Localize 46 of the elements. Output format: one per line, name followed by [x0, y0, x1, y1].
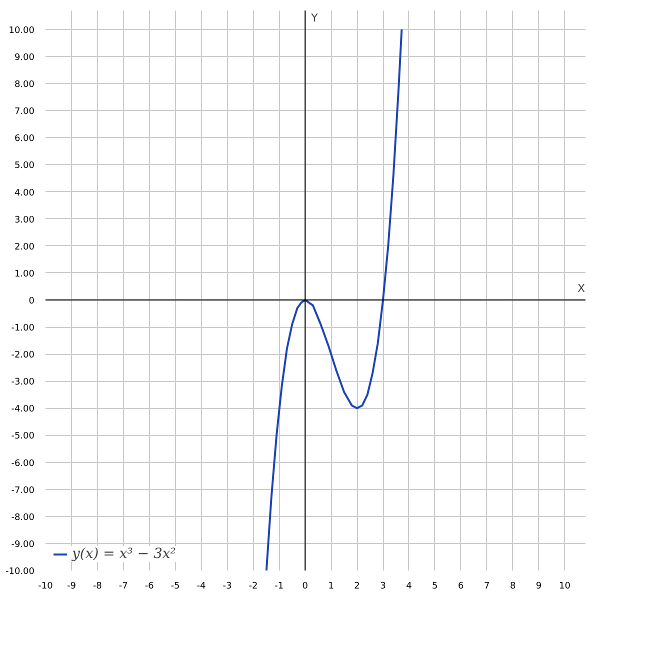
x-tick-label: 3: [380, 582, 386, 592]
y-tick-label: 4.00: [14, 188, 35, 198]
y-tick-label: -4.00: [11, 404, 35, 415]
x-tick-label: 9: [536, 582, 542, 592]
y-tick-label: -6.00: [11, 458, 35, 469]
x-axis-title: X: [578, 282, 586, 295]
x-tick-label: -4: [196, 582, 206, 592]
x-tick-label: 2: [354, 582, 360, 592]
x-tick-label: 6: [458, 582, 464, 592]
y-tick-label: 8.00: [14, 80, 35, 90]
x-tick-label: -2: [248, 582, 258, 592]
legend-label: y(x) = x³ − 3x²: [72, 546, 176, 562]
y-tick-label: 1.00: [14, 269, 35, 280]
y-tick-label: 3.00: [14, 215, 35, 226]
y-tick-label: 5.00: [14, 161, 35, 172]
y-axis-title: Y: [310, 12, 318, 24]
y-tick-label: 9.00: [14, 52, 35, 63]
x-tick-label: 0: [302, 582, 308, 592]
y-tick-label: -1.00: [11, 324, 35, 334]
x-tick-label: 7: [484, 582, 490, 592]
y-tick-label: -3.00: [11, 378, 35, 388]
x-tick-label: -8: [92, 582, 102, 592]
y-tick-label: -5.00: [11, 432, 35, 442]
y-tick-label: -2.00: [11, 350, 35, 361]
y-tick-label: 6.00: [14, 134, 35, 144]
y-tick-label: -9.00: [11, 540, 35, 550]
line-series: [265, 28, 403, 570]
y-tick-label: -7.00: [11, 486, 35, 496]
x-tick-label: -1: [274, 582, 284, 592]
y-tick-label: 2.00: [14, 242, 35, 252]
x-tick-label: -5: [170, 582, 180, 592]
x-tick-label: -10: [38, 582, 54, 592]
x-tick-label: -3: [222, 582, 232, 592]
x-tick-label: 5: [432, 582, 438, 592]
x-tick-label: -9: [66, 582, 76, 592]
x-tick-label: 1: [328, 582, 334, 592]
y-tick-label: 10.00: [8, 26, 35, 36]
y-tick-label: 0: [28, 296, 35, 306]
y-tick-label: 7.00: [14, 107, 35, 118]
x-tick-label: -7: [118, 582, 128, 592]
y-tick-label: -8.00: [11, 512, 35, 523]
x-tick-label: 4: [406, 582, 412, 592]
x-tick-label: 10: [559, 582, 571, 592]
y-tick-label: -10.00: [5, 567, 35, 577]
x-tick-label: 8: [510, 582, 516, 592]
x-tick-label: -6: [144, 582, 154, 592]
